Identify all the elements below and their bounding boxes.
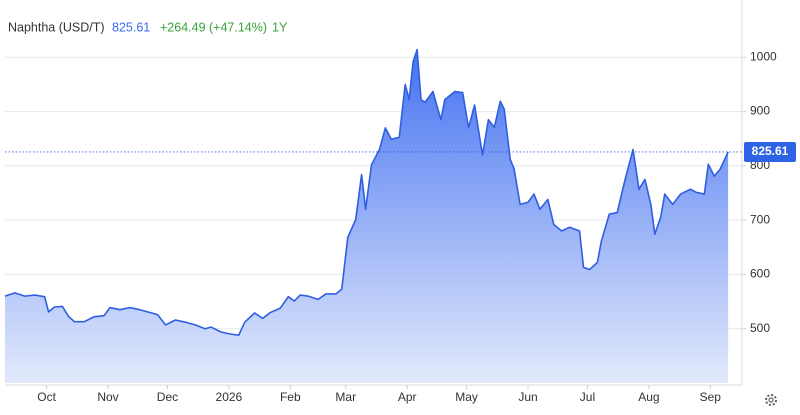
settings-icon[interactable]	[765, 394, 777, 406]
last-price-badge	[744, 141, 796, 162]
x-tick-label: Jun	[518, 390, 537, 404]
plot	[4, 48, 742, 383]
area-fill	[5, 49, 729, 383]
price-line	[4, 48, 729, 337]
x-tick-label: 2026	[216, 390, 243, 404]
last-price-label: 825.61	[752, 144, 789, 158]
period-selector[interactable]: 1Y	[272, 20, 288, 34]
x-tick-label: Jul	[580, 390, 595, 404]
x-tick-label: Sep	[700, 390, 722, 404]
x-tick-label: Mar	[335, 390, 356, 404]
price-change: +264.49 (+47.14%)	[160, 20, 267, 34]
y-tick-label: 1000	[750, 49, 777, 63]
last-price: 825.61	[112, 20, 150, 34]
x-tick-label: May	[455, 390, 478, 404]
y-tick-label: 900	[750, 104, 770, 118]
chart-title: Naphtha (USD/T)	[8, 20, 105, 34]
x-tick-label: Dec	[157, 390, 178, 404]
y-tick-label: 600	[750, 267, 770, 281]
x-tick-label: Oct	[37, 390, 56, 404]
x-tick-label: Aug	[638, 390, 659, 404]
y-tick-label: 500	[750, 321, 770, 335]
y-tick-label: 700	[750, 212, 770, 226]
x-tick-label: Apr	[398, 390, 417, 404]
x-tick-label: Feb	[280, 390, 301, 404]
x-tick-label: Nov	[97, 390, 118, 404]
